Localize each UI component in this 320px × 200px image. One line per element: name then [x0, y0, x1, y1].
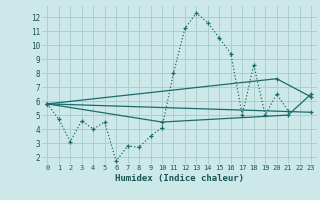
X-axis label: Humidex (Indice chaleur): Humidex (Indice chaleur): [115, 174, 244, 183]
